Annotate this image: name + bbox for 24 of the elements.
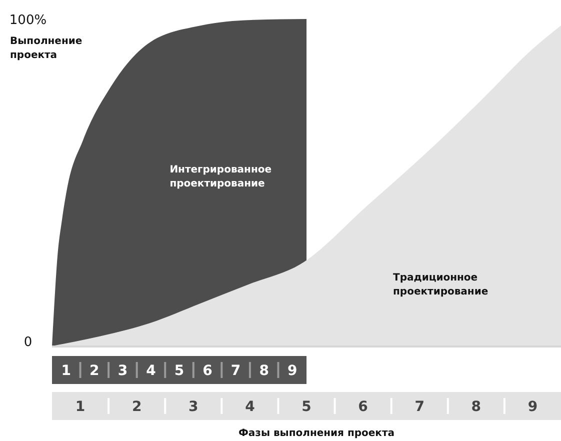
y-tick-label: 100% <box>9 13 47 28</box>
x-tick-label: 4 <box>245 399 256 415</box>
x2-tick-label: 7 <box>230 363 241 379</box>
x2-tick-label: 9 <box>287 363 298 379</box>
x-tick-label: 1 <box>75 399 86 415</box>
x2-tick-label: 6 <box>202 363 212 379</box>
x-tick-label: 7 <box>414 399 424 415</box>
x-tick-label: 5 <box>302 399 312 415</box>
x2-tick-label: 2 <box>90 363 100 379</box>
x-tick-label: 3 <box>188 399 198 415</box>
x-axis-title: Фазы выполнения проекта <box>238 428 395 439</box>
x2-tick-label: 4 <box>146 363 156 379</box>
y-tick-label: 0 <box>24 335 32 350</box>
x-tick-label: 8 <box>471 399 482 415</box>
series-label: Интегрированное проектирование <box>170 164 272 190</box>
x-tick-label: 2 <box>132 399 142 415</box>
y-axis-title: Выполнение проекта <box>10 36 82 61</box>
x2-tick-label: 1 <box>61 363 72 379</box>
x2-tick-label: 3 <box>118 363 128 379</box>
series-label: Традиционное проектирование <box>393 272 488 298</box>
x2-tick-label: 5 <box>174 363 184 379</box>
x2-tick-label: 8 <box>259 363 269 379</box>
x-tick-label: 6 <box>358 399 368 415</box>
x-tick-label: 9 <box>528 399 538 415</box>
